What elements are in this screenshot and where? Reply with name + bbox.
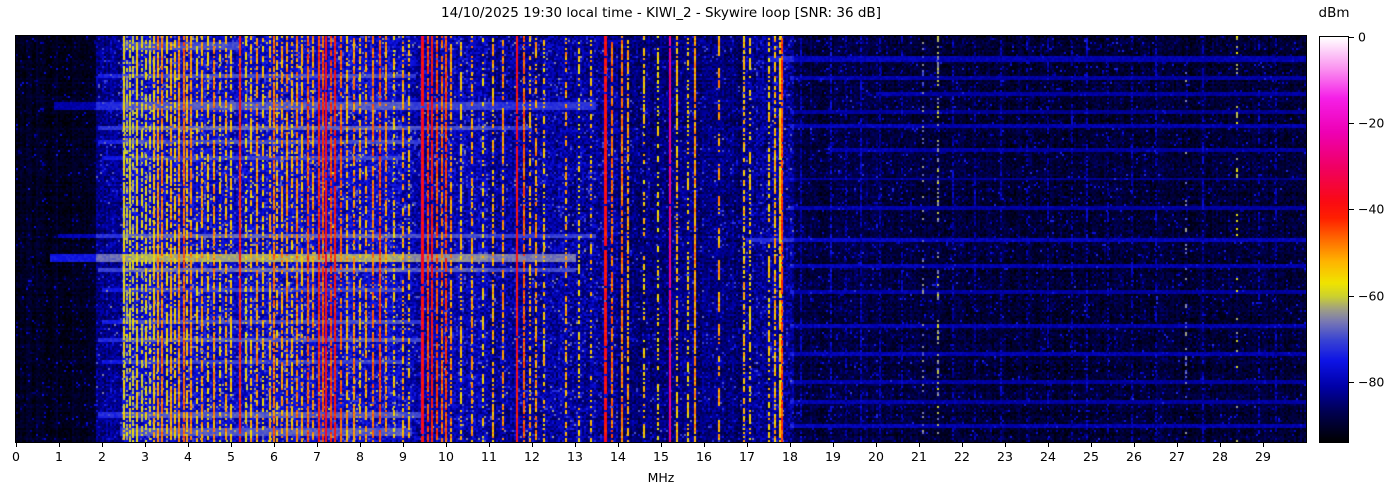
x-tick-mark [102,443,103,447]
x-tick-mark [833,443,834,447]
x-tick-label: 25 [1083,449,1099,464]
x-tick-mark [1091,443,1092,447]
x-tick-mark [1134,443,1135,447]
x-tick-mark [962,443,963,447]
x-tick-label: 28 [1212,449,1228,464]
x-tick-mark [317,443,318,447]
x-tick-label: 0 [12,449,20,464]
x-tick-label: 13 [567,449,583,464]
x-tick-mark [188,443,189,447]
x-tick-label: 17 [739,449,755,464]
x-tick-label: 18 [782,449,798,464]
x-tick-label: 15 [653,449,669,464]
x-tick-label: 20 [868,449,884,464]
x-tick-label: 27 [1169,449,1185,464]
x-tick-label: 12 [524,449,540,464]
x-tick-mark [489,443,490,447]
x-tick-mark [532,443,533,447]
colorbar-tick-label: −20 [1358,115,1385,131]
x-tick-label: 1 [55,449,63,464]
page-title: 14/10/2025 19:30 local time - KIWI_2 - S… [441,5,881,21]
x-tick-mark [790,443,791,447]
colorbar-tick-label: −40 [1358,201,1385,217]
x-tick-label: 16 [696,449,712,464]
x-tick-label: 9 [399,449,407,464]
x-tick-mark [274,443,275,447]
x-tick-label: 21 [911,449,927,464]
spectrogram-canvas [16,36,1306,442]
x-tick-label: 26 [1126,449,1142,464]
x-tick-label: 2 [98,449,106,464]
x-tick-mark [1220,443,1221,447]
x-tick-mark [231,443,232,447]
x-tick-label: 24 [1040,449,1056,464]
colorbar-tick-mark [1349,37,1354,38]
x-tick-label: 8 [356,449,364,464]
x-tick-mark [919,443,920,447]
spectrogram-plot-frame [15,35,1307,443]
x-tick-label: 7 [313,449,321,464]
x-tick-mark [446,443,447,447]
x-tick-label: 10 [438,449,454,464]
x-tick-mark [618,443,619,447]
x-tick-mark [747,443,748,447]
colorbar-tick-label: −80 [1358,374,1385,390]
colorbar-tick-label: −60 [1358,288,1385,303]
x-tick-label: 3 [141,449,149,464]
x-tick-label: 5 [227,449,235,464]
x-tick-mark [403,443,404,447]
x-tick-mark [59,443,60,447]
x-tick-label: 29 [1255,449,1271,464]
x-tick-mark [360,443,361,447]
x-tick-label: 4 [184,449,192,464]
colorbar-frame [1319,36,1349,443]
x-tick-mark [1177,443,1178,447]
x-tick-mark [145,443,146,447]
x-tick-mark [1048,443,1049,447]
x-tick-mark [661,443,662,447]
x-tick-label: 19 [825,449,841,464]
x-tick-label: 11 [481,449,497,464]
x-tick-label: 23 [997,449,1013,464]
x-tick-mark [16,443,17,447]
colorbar-title: dBm [1318,5,1350,21]
x-tick-label: 6 [270,449,278,464]
x-axis-label: MHz [647,470,675,485]
colorbar-canvas [1320,37,1348,442]
x-tick-mark [1005,443,1006,447]
x-tick-mark [876,443,877,447]
x-tick-mark [575,443,576,447]
colorbar-tick-label: 0 [1358,29,1366,45]
colorbar-tick-mark [1349,381,1354,383]
x-tick-label: 14 [610,449,626,464]
x-tick-label: 22 [954,449,970,464]
colorbar-tick-mark [1349,209,1354,211]
colorbar-tick-mark [1349,123,1354,125]
x-tick-mark [1263,443,1264,447]
x-tick-mark [704,443,705,447]
colorbar-tick-mark [1349,295,1354,297]
